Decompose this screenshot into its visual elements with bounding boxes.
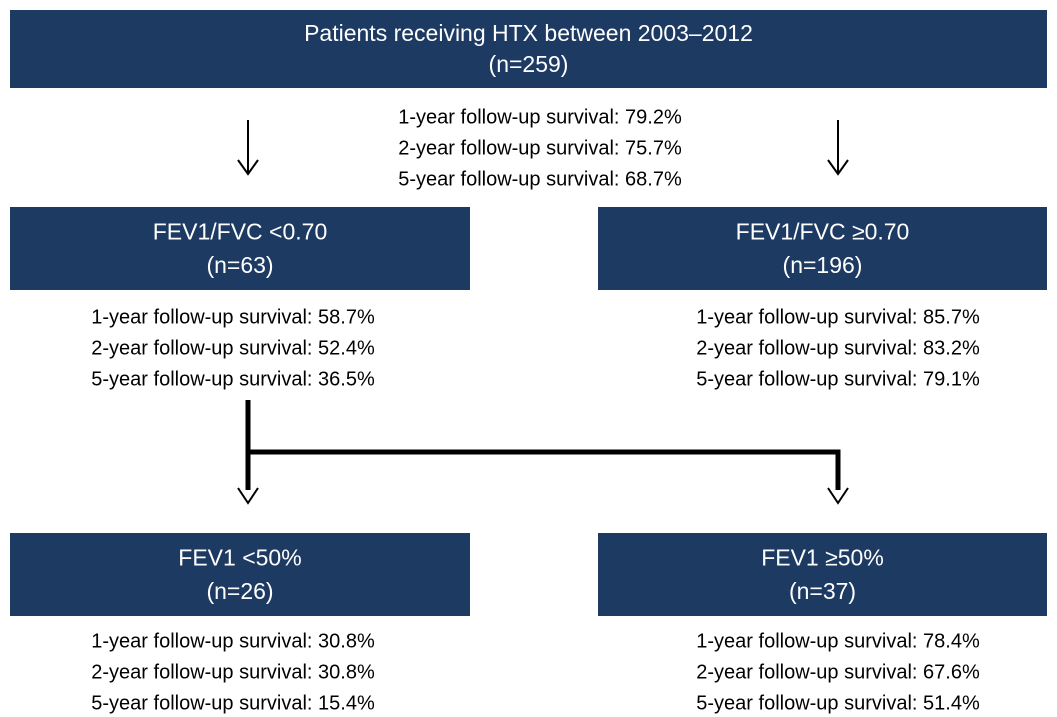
survival-line: 1-year follow-up survival: 30.8% xyxy=(91,630,375,652)
survival-line: 5-year follow-up survival: 36.5% xyxy=(91,368,375,390)
arrow-head xyxy=(237,487,259,505)
node-box xyxy=(598,533,1047,616)
connector xyxy=(245,400,841,490)
survival-line: 2-year follow-up survival: 83.2% xyxy=(696,337,980,359)
survival-line: 2-year follow-up survival: 52.4% xyxy=(91,337,375,359)
node-count: (n=63) xyxy=(206,252,273,278)
node-title: Patients receiving HTX between 2003–2012 xyxy=(304,20,753,46)
nodes: Patients receiving HTX between 2003–2012… xyxy=(10,10,1047,714)
node-title: FEV1 ≥50% xyxy=(761,545,884,571)
node-box xyxy=(10,533,470,616)
node-count: (n=196) xyxy=(783,252,863,278)
node-box xyxy=(10,207,470,290)
node-count: (n=259) xyxy=(489,51,569,77)
node-count: (n=37) xyxy=(789,578,856,604)
survival-line: 2-year follow-up survival: 67.6% xyxy=(696,661,980,683)
survival-line: 1-year follow-up survival: 78.4% xyxy=(696,630,980,652)
node-count: (n=26) xyxy=(206,578,273,604)
survival-line: 5-year follow-up survival: 68.7% xyxy=(398,168,682,190)
node-box xyxy=(10,10,1047,88)
arrow-head xyxy=(827,487,849,505)
survival-line: 1-year follow-up survival: 79.2% xyxy=(398,106,682,128)
node-title: FEV1/FVC ≥0.70 xyxy=(736,219,910,245)
survival-line: 2-year follow-up survival: 30.8% xyxy=(91,661,375,683)
arrow xyxy=(237,120,259,176)
node-title: FEV1/FVC <0.70 xyxy=(153,219,328,245)
survival-line: 5-year follow-up survival: 51.4% xyxy=(696,692,980,714)
arrow xyxy=(827,120,849,176)
survival-line: 5-year follow-up survival: 15.4% xyxy=(91,692,375,714)
survival-line: 1-year follow-up survival: 85.7% xyxy=(696,306,980,328)
survival-line: 5-year follow-up survival: 79.1% xyxy=(696,368,980,390)
survival-line: 1-year follow-up survival: 58.7% xyxy=(91,306,375,328)
node-box xyxy=(598,207,1047,290)
node-title: FEV1 <50% xyxy=(178,545,301,571)
survival-line: 2-year follow-up survival: 75.7% xyxy=(398,137,682,159)
